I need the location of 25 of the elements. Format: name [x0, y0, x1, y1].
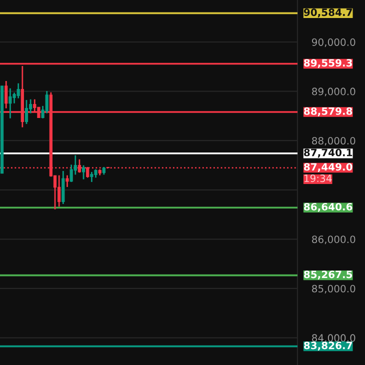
y-tick-label: 85,000.0 [312, 284, 356, 294]
ref-line-label: 86,640.6 [304, 202, 352, 212]
text: 19:34 [304, 174, 332, 182]
ref-line-label: 83,826.7 [304, 342, 352, 351]
candlestick [66, 174, 69, 188]
candlestick [16, 82, 20, 99]
y-tick-label: 88,000.0 [312, 136, 356, 146]
candlestick [62, 170, 65, 205]
candlestick [8, 88, 12, 120]
y-tick-label: 90,000.0 [312, 38, 356, 47]
ref-line-label: 90,584.7 [304, 8, 352, 18]
ref-line-label: 88,579.8 [304, 107, 352, 116]
candlestick [4, 80, 8, 109]
candlestick [45, 90, 48, 114]
y-tick-label: 84,000.0 [312, 334, 356, 343]
ref-line-label: 87,740.1 [304, 148, 352, 158]
y-tick-label: 86,000.0 [312, 236, 356, 244]
ref-line-label: 89,559.3 [304, 59, 352, 68]
candlestick [82, 164, 86, 180]
candlestick [90, 171, 94, 183]
ref-line-label: 87,449.0 [304, 163, 352, 172]
ref-line-label: 85,267.5 [304, 270, 352, 280]
candlestick [24, 99, 28, 125]
candlestick [58, 174, 61, 208]
y-tick-label: 89,000.0 [312, 88, 356, 96]
